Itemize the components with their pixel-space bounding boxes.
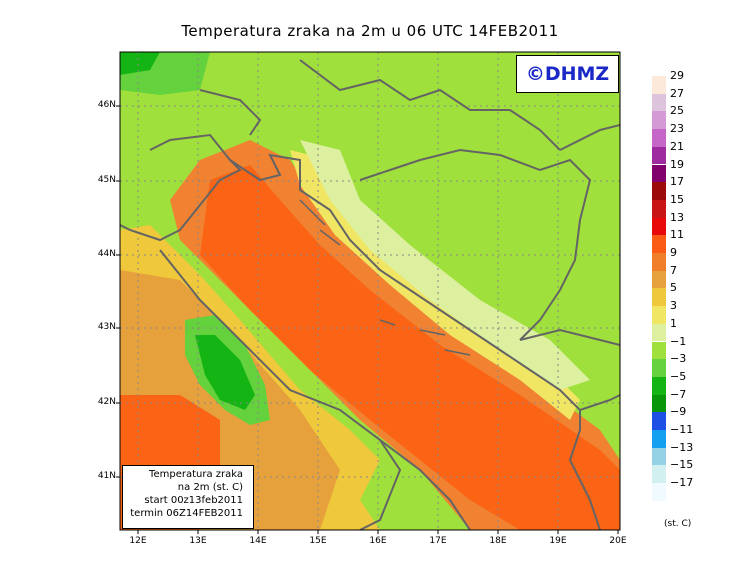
legend-label: −11: [670, 423, 694, 436]
legend-label: −17: [670, 476, 694, 490]
info-box: Temperatura zraka na 2m (st. C) start 00…: [122, 465, 254, 529]
legend-label: 15: [670, 192, 684, 206]
info-line-units: na 2m (st. C): [177, 482, 243, 493]
legend-label: 9: [670, 246, 677, 259]
axis-ticks: [116, 105, 619, 534]
legend-label: 3: [670, 299, 677, 313]
lon-label-13e: 13E: [189, 536, 207, 546]
legend-label: −7: [670, 387, 687, 401]
legend-swatch: [652, 359, 666, 377]
legend-label: 5: [670, 281, 677, 295]
legend-label: 1: [670, 316, 677, 330]
lat-label-43n: 43N: [97, 322, 116, 332]
lon-label-18e: 18E: [489, 536, 507, 546]
legend-label: 13: [670, 210, 684, 224]
legend-swatch: [652, 323, 666, 342]
legend-swatch: [652, 93, 666, 112]
legend-label: −15: [670, 458, 694, 472]
legend-label: −13: [670, 440, 694, 454]
lon-label-12e: 12E: [129, 536, 147, 546]
legend-swatch: [652, 394, 666, 413]
legend-label: 11: [670, 228, 684, 242]
lon-label-19e: 19E: [549, 536, 567, 546]
coastlines: [120, 59, 620, 530]
legend-swatch: [652, 253, 666, 271]
legend-swatch: [652, 412, 666, 430]
lat-label-45n: 45N: [97, 175, 116, 185]
legend-swatch: [652, 199, 666, 218]
lon-label-17e: 17E: [429, 536, 447, 546]
info-line-termin: termin 06Z14FEB2011: [130, 508, 243, 519]
adriatic-sea-region: [200, 165, 620, 530]
legend-swatch: [652, 76, 666, 94]
info-line-variable: Temperatura zraka: [149, 469, 243, 480]
dhmz-logo: ©DHMZ: [516, 55, 619, 93]
lon-label-15e: 15E: [309, 536, 327, 546]
legend-unit: (st. C): [664, 519, 692, 529]
legend-swatch: [652, 235, 666, 253]
legend-swatch: [652, 341, 666, 360]
legend-swatch: [652, 483, 666, 501]
alps-colder-region: [120, 52, 160, 75]
lat-label-46n: 46N: [97, 100, 116, 110]
legend-swatch: [652, 465, 666, 484]
map-border: [119, 51, 621, 531]
legend-swatch: [652, 146, 666, 165]
legend-label: −5: [670, 369, 687, 383]
legend-swatch: [652, 306, 666, 324]
map-title: Temperatura zraka na 2m u 06 UTC 14FEB20…: [181, 22, 559, 40]
legend-label: −3: [670, 352, 687, 366]
lon-label-16e: 16E: [369, 536, 387, 546]
lon-label-14e: 14E: [249, 536, 267, 546]
croatian-islands: [299, 199, 471, 356]
legend-label: 19: [670, 157, 684, 171]
legend-label: 27: [670, 86, 684, 100]
legend-swatch: [652, 288, 666, 307]
legend-swatch: [652, 217, 666, 236]
info-line-start: start 00z13feb2011: [144, 495, 243, 506]
legend-label: 25: [670, 104, 684, 118]
legend-swatch: [652, 447, 666, 466]
legend-swatch: [652, 111, 666, 130]
legend-label: 21: [670, 139, 684, 153]
legend-label: 7: [670, 263, 677, 277]
lat-label-44n: 44N: [97, 249, 116, 259]
legend-label: −1: [670, 334, 687, 348]
legend-label: 17: [670, 175, 684, 189]
legend-label: 23: [670, 122, 684, 136]
lat-label-42n: 42N: [97, 397, 116, 407]
legend-swatch: [652, 129, 666, 147]
legend-label: 29: [670, 69, 684, 82]
legend-swatch: [652, 182, 666, 200]
legend-swatch: [652, 376, 666, 395]
grid-lines: [120, 52, 620, 530]
lat-label-41n: 41N: [97, 471, 116, 481]
legend-swatch: [652, 270, 666, 289]
legend-swatch: [652, 164, 666, 183]
apennine-colder-region: [195, 335, 255, 410]
lon-label-20e: 20E: [609, 536, 627, 546]
legend-label: −9: [670, 405, 687, 419]
legend-swatch: [652, 430, 666, 448]
